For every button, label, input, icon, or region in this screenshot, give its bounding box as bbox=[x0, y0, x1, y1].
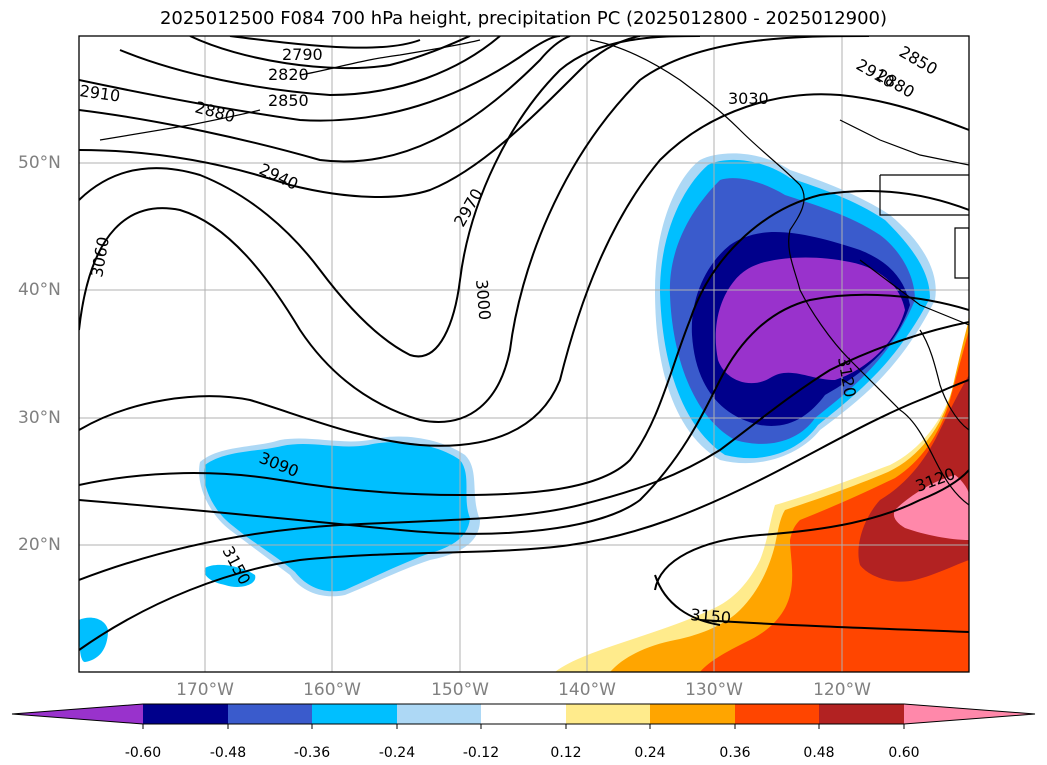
lat-tick-label: 30°N bbox=[18, 408, 61, 428]
contour-label: 3000 bbox=[472, 279, 494, 321]
contour-label: 2910 bbox=[78, 81, 121, 105]
colorbar-label: -0.12 bbox=[462, 745, 500, 761]
precip-pos-0.60 bbox=[893, 475, 969, 540]
colorbar-label: 0.12 bbox=[550, 745, 582, 761]
lat-tick-label: 20°N bbox=[18, 535, 61, 555]
colorbar-cell bbox=[819, 704, 904, 724]
lat-tick-label: 50°N bbox=[18, 153, 61, 173]
colorbar-cell bbox=[735, 704, 819, 724]
colorbar-high-extend bbox=[904, 704, 1035, 724]
contour-label: 2880 bbox=[193, 98, 237, 127]
contour-label: 2940 bbox=[256, 159, 301, 193]
lon-tick-label: 150°W bbox=[431, 680, 489, 700]
colorbar-label: -0.24 bbox=[378, 745, 416, 761]
colorbar bbox=[11, 703, 1036, 729]
colorbar-cell bbox=[566, 704, 650, 724]
lon-tick-label: 160°W bbox=[303, 680, 361, 700]
colorbar-label: -0.36 bbox=[293, 745, 331, 761]
colorbar-cell bbox=[143, 704, 228, 724]
map-content bbox=[79, 36, 969, 672]
lon-tick-label: 130°W bbox=[685, 680, 743, 700]
contour-label: 3150 bbox=[690, 605, 732, 627]
contour-label: 2820 bbox=[268, 65, 309, 84]
graticule bbox=[79, 36, 969, 672]
lon-tick-label: 170°W bbox=[176, 680, 234, 700]
colorbar-low-extend bbox=[12, 704, 143, 724]
contour-label: 2850 bbox=[268, 91, 309, 110]
lon-tick-label: 120°W bbox=[813, 680, 871, 700]
colorbar-cell bbox=[481, 704, 566, 724]
contour-label: 2790 bbox=[282, 45, 323, 64]
colorbar-cell bbox=[312, 704, 397, 724]
contour-label: 3030 bbox=[728, 89, 769, 108]
contour-label: 2910 bbox=[853, 55, 898, 92]
height-contours bbox=[79, 36, 969, 651]
map-frame bbox=[78, 35, 970, 673]
colorbar-cell bbox=[228, 704, 312, 724]
colorbar-cell bbox=[397, 704, 481, 724]
colorbar-label: 0.60 bbox=[888, 745, 920, 761]
colorbar-label: 0.36 bbox=[719, 745, 751, 761]
contour-label: 2850 bbox=[896, 42, 941, 79]
contour-label: 3060 bbox=[87, 235, 113, 278]
lon-tick-label: 140°W bbox=[558, 680, 616, 700]
colorbar-label: 0.48 bbox=[803, 745, 835, 761]
colorbar-label: -0.60 bbox=[124, 745, 162, 761]
colorbar-cell bbox=[650, 704, 735, 724]
precip-pos-0.36 bbox=[700, 330, 969, 672]
lat-tick-label: 40°N bbox=[18, 280, 61, 300]
coastlines bbox=[99, 39, 969, 506]
contour-label: 2970 bbox=[450, 185, 487, 230]
precip-neg-0.60 bbox=[715, 257, 905, 384]
colorbar-label: 0.24 bbox=[634, 745, 666, 761]
map-title: 2025012500 F084 700 hPa height, precipit… bbox=[159, 8, 888, 29]
colorbar-label: -0.48 bbox=[209, 745, 247, 761]
